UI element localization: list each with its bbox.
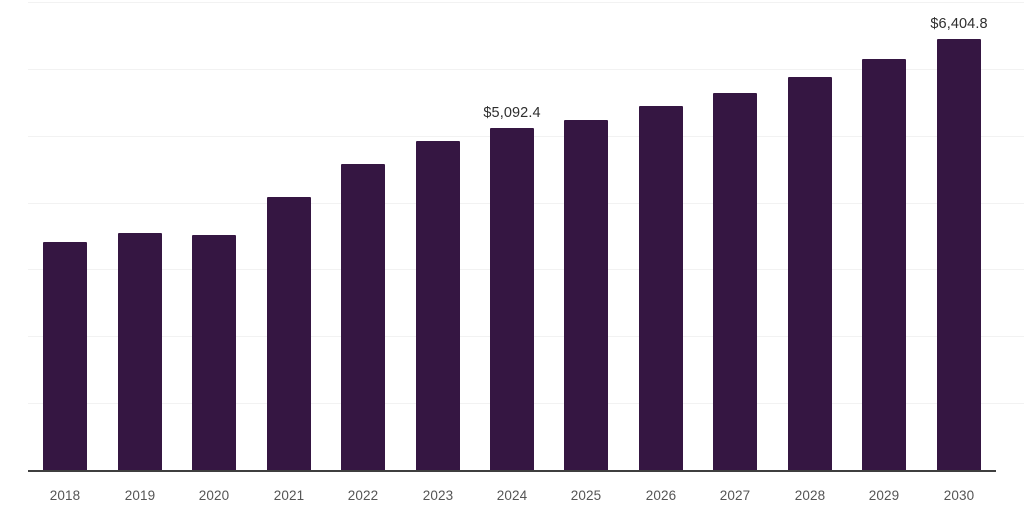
- gridline: [28, 2, 1024, 3]
- bar-group[interactable]: [118, 0, 162, 471]
- x-tick-label-2022: 2022: [347, 488, 379, 503]
- bar-group[interactable]: [267, 0, 311, 471]
- bar-group[interactable]: [713, 0, 757, 471]
- bar-group[interactable]: [564, 0, 608, 471]
- bar[interactable]: [937, 39, 981, 470]
- bar[interactable]: [564, 120, 608, 470]
- bar[interactable]: [788, 77, 832, 470]
- bar[interactable]: [416, 141, 460, 470]
- bar[interactable]: [490, 128, 534, 470]
- bar-group[interactable]: [788, 0, 832, 471]
- bar-group[interactable]: $5,092.4: [483, 0, 541, 471]
- x-tick-label-2018: 2018: [49, 488, 81, 503]
- x-axis: 2018 2019 2020 2021 2022 2023 2024 2025 2026 2027…: [0, 471, 1024, 512]
- bar-group[interactable]: [43, 0, 87, 471]
- bar-group[interactable]: [862, 0, 906, 471]
- bar-group[interactable]: [416, 0, 460, 471]
- bar-group[interactable]: [341, 0, 385, 471]
- bar[interactable]: [862, 59, 906, 470]
- x-tick-label-2023: 2023: [422, 488, 454, 503]
- x-tick-label-2024: 2024: [496, 488, 528, 503]
- x-tick-label-2026: 2026: [645, 488, 677, 503]
- bar[interactable]: [713, 93, 757, 470]
- bar[interactable]: [639, 106, 683, 470]
- x-tick-label-2025: 2025: [570, 488, 602, 503]
- bar-group[interactable]: [639, 0, 683, 471]
- bar[interactable]: [267, 197, 311, 470]
- bar-group[interactable]: [192, 0, 236, 471]
- gridline: [28, 69, 1024, 70]
- x-tick-label-2030: 2030: [943, 488, 975, 503]
- x-tick-label-2021: 2021: [273, 488, 305, 503]
- bar[interactable]: [118, 233, 162, 470]
- bar[interactable]: [43, 242, 87, 470]
- x-tick-label-2020: 2020: [198, 488, 230, 503]
- x-tick-label-2028: 2028: [794, 488, 826, 503]
- x-tick-label-2019: 2019: [124, 488, 156, 503]
- bars-layer: $5,092.4 $6,404.8: [43, 0, 988, 471]
- x-tick-label-2029: 2029: [868, 488, 900, 503]
- x-axis-line: [28, 470, 996, 472]
- x-tick-label-2027: 2027: [719, 488, 751, 503]
- bar-group[interactable]: $6,404.8: [930, 0, 988, 471]
- bar-value-label: $6,404.8: [930, 16, 988, 32]
- bar-value-label: $5,092.4: [483, 105, 541, 121]
- bar[interactable]: [192, 235, 236, 470]
- bar[interactable]: [341, 164, 385, 470]
